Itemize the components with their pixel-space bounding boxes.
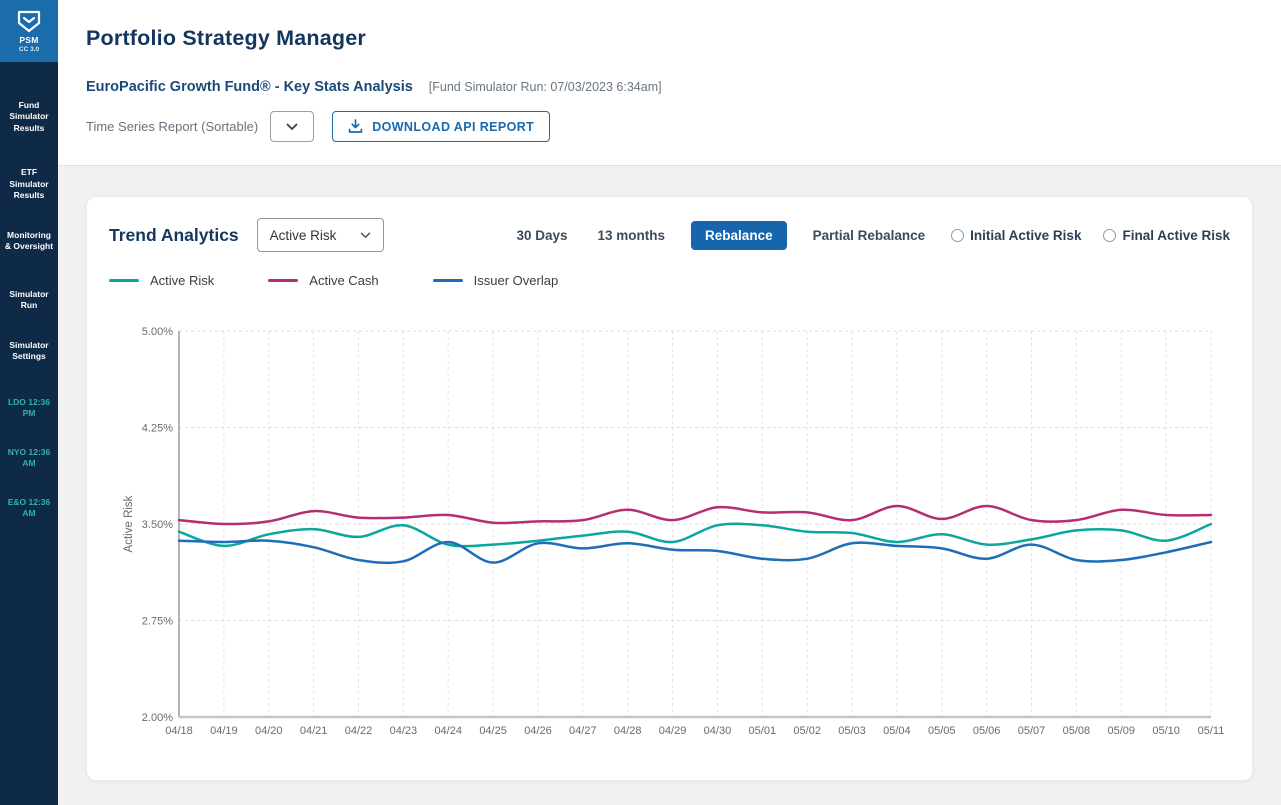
series-line-issuer-overlap [177,539,1213,565]
metric-select[interactable]: Active Risk [256,218,384,252]
sidebar-item-etf-simulator-results[interactable]: ETF Simulator Results [9,167,49,201]
panel-title: Trend Analytics [109,224,239,245]
trend-analytics-card: Trend Analytics Active Risk 30 Days 13 mo… [86,196,1253,781]
x-tick-label: 04/20 [255,725,283,737]
report-type-label: Time Series Report (Sortable) [86,119,259,134]
x-tick-label: 04/22 [345,725,373,737]
legend-label: Issuer Overlap [473,273,559,288]
app-logo: PSM CC 3.0 [0,0,58,62]
legend-label: Active Risk [150,273,215,288]
report-row: Time Series Report (Sortable) DOWNLOAD A… [86,111,551,142]
x-tick-label: 04/19 [210,725,238,737]
sidebar-item-simulator-settings[interactable]: Simulator Settings [9,339,49,362]
legend-label: Active Cash [309,273,379,288]
sidebar-item-simulator-run[interactable]: Simulator Run [9,288,49,311]
sidebar-item-fund-simulator-results[interactable]: Fund Simulator Results [9,100,49,133]
toggle-30-days[interactable]: 30 Days [516,227,568,243]
radio-label: Initial Active Risk [970,227,1082,243]
radio-label: Final Active Risk [1122,227,1230,243]
x-tick-label: 05/10 [1152,725,1180,737]
legend-item-active-risk[interactable]: Active Risk [109,273,214,288]
download-button-label: DOWNLOAD API REPORT [372,119,535,134]
toggle-rebalance[interactable]: Rebalance [691,220,787,250]
radio-icon [1103,228,1117,242]
x-tick-label: 04/21 [300,725,328,737]
legend-swatch [268,279,299,282]
download-icon [348,119,363,133]
y-tick-label: 2.75% [142,616,173,628]
fund-name: EuroPacific Growth Fund® - Key Stats Ana… [86,79,413,95]
run-info: [Fund Simulator Run: 07/03/2023 6:34am] [428,80,662,94]
y-tick-label: 2.00% [142,712,173,724]
logo-version: CC 3.0 [18,45,40,53]
metric-select-value: Active Risk [269,227,337,243]
page-header: Portfolio Strategy Manager EuroPacific G… [58,0,1281,166]
sidebar-item-ldo-12-36-pm[interactable]: LDO 12:36 PM [7,396,51,419]
sidebar-item-monitoring-oversight[interactable]: Monitoring & Oversight [4,229,54,252]
legend-item-active-cash[interactable]: Active Cash [268,273,379,288]
sidebar-item-nyo-12-36-am[interactable]: NYO 12:36 AM [7,446,51,469]
legend-item-issuer-overlap[interactable]: Issuer Overlap [432,273,559,288]
series-line-active-risk [177,522,1213,548]
sidebar: PSM CC 3.0 Fund Simulator Results ETF Sim… [0,0,58,805]
y-tick-label: 3.50% [142,519,173,531]
y-axis-label: Active Risk [123,495,135,552]
x-tick-label: 05/05 [928,725,956,737]
series-line-active-cash [177,504,1213,526]
x-tick-label: 04/25 [479,725,507,737]
toggle-partial-rebalance[interactable]: Partial Rebalance [812,227,926,243]
x-tick-label: 04/23 [390,725,418,737]
card-header: Trend Analytics Active Risk 30 Days 13 mo… [109,217,1230,253]
toggle-13-months[interactable]: 13 months [597,227,666,243]
x-tick-label: 05/09 [1107,725,1135,737]
x-tick-label: 04/24 [434,725,462,737]
legend-swatch [109,279,139,282]
trend-chart: 5.00% 4.25% 3.50% 2.75% 2.00% 04/18 04/19 04/20… [87,311,1254,756]
chevron-down-icon [360,232,370,238]
subtitle-row: EuroPacific Growth Fund® - Key Stats Ana… [86,79,662,95]
x-tick-label: 04/30 [704,725,732,737]
radio-final-active-risk[interactable]: Final Active Risk [1103,228,1230,243]
x-tick-label: 05/02 [793,725,821,737]
x-tick-label: 04/18 [165,725,193,737]
main-area: Portfolio Strategy Manager EuroPacific G… [58,0,1281,805]
y-tick-label: 4.25% [142,423,173,435]
legend-swatch [432,279,463,282]
shield-chevron-icon [17,10,41,32]
x-tick-label: 04/28 [614,725,642,737]
x-tick-label: 05/07 [1018,725,1046,737]
x-tick-label: 05/03 [838,725,866,737]
chevron-down-icon [286,123,298,130]
chart-legend: Active Risk Active Cash Issuer Overlap [109,273,558,288]
download-api-report-button[interactable]: DOWNLOAD API REPORT [332,111,551,142]
sidebar-nav: Fund Simulator Results ETF Simulator Resu… [0,62,58,519]
x-tick-label: 05/11 [1198,725,1225,737]
x-tick-label: 04/26 [524,725,552,737]
x-tick-label: 05/08 [1063,725,1091,737]
logo-acronym: PSM [19,34,39,45]
x-tick-label: 05/01 [749,725,777,737]
x-tick-label: 05/04 [883,725,911,737]
radio-initial-active-risk[interactable]: Initial Active Risk [951,228,1081,243]
page-title: Portfolio Strategy Manager [86,26,366,50]
report-type-dropdown[interactable] [270,111,315,142]
y-tick-label: 5.00% [142,326,173,338]
sidebar-item-e-o-12-36-am[interactable]: E&O 12:36 AM [7,496,51,518]
radio-icon [951,228,965,242]
x-tick-label: 04/27 [569,725,597,737]
chart-controls: 30 Days 13 months Rebalance Partial Rebalan… [512,220,1230,250]
x-tick-label: 05/06 [973,725,1001,737]
x-tick-label: 04/29 [659,725,687,737]
